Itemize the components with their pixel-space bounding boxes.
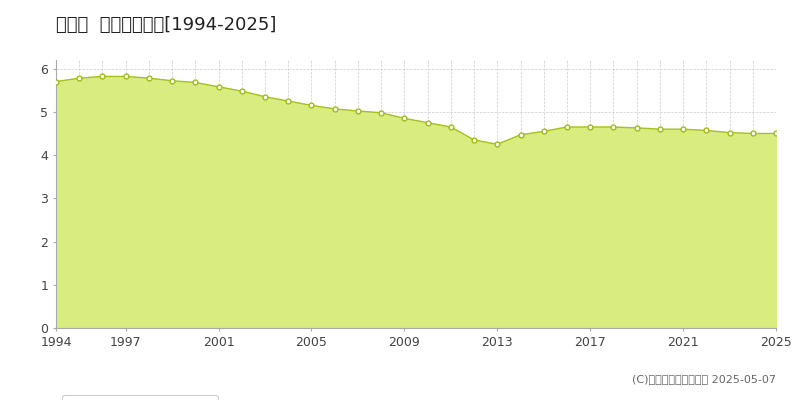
Legend: 公示地価 平均坪単価(万円/坪): 公示地価 平均坪単価(万円/坪)	[62, 395, 218, 400]
Text: (C)土地価格ドットコム 2025-05-07: (C)土地価格ドットコム 2025-05-07	[632, 374, 776, 384]
Text: 新地町  公示地価推移[1994-2025]: 新地町 公示地価推移[1994-2025]	[56, 16, 276, 34]
